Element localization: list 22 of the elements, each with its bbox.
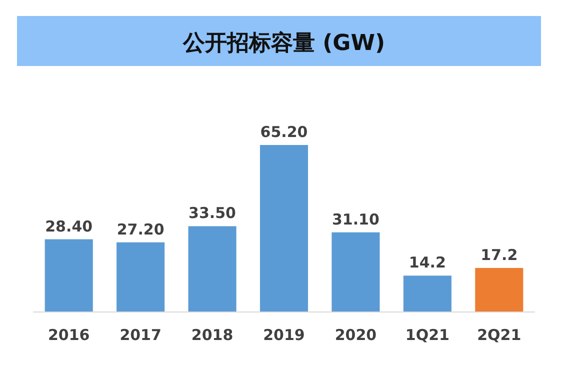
x-tick-label: 2018 (191, 326, 234, 344)
x-tick-label: 2019 (263, 326, 305, 344)
data-label: 28.40 (45, 217, 93, 236)
data-label: 33.50 (188, 204, 236, 222)
bar (260, 145, 308, 312)
bar (116, 242, 165, 312)
x-tick-label: 2020 (334, 326, 377, 344)
data-label: 31.10 (332, 210, 380, 228)
x-tick-label: 2016 (48, 326, 90, 344)
data-label: 65.20 (260, 123, 308, 141)
bar (332, 232, 380, 312)
x-tick-label: 2Q21 (477, 326, 522, 344)
bar (44, 239, 93, 312)
x-tick-label: 1Q21 (405, 326, 450, 344)
bar (475, 268, 524, 312)
chart-title: 公开招标容量 (GW) (182, 30, 386, 56)
bar (188, 226, 236, 312)
bar (403, 276, 452, 312)
data-label: 14.2 (408, 254, 446, 272)
x-tick-label: 2017 (120, 326, 162, 344)
data-label: 17.2 (480, 246, 518, 264)
data-label: 27.20 (116, 220, 164, 238)
